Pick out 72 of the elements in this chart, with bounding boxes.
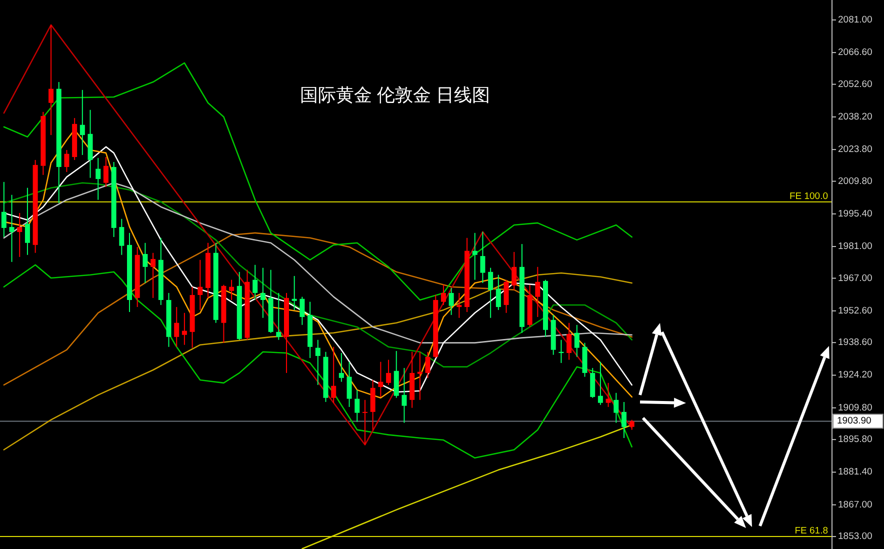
line-series — [3, 232, 632, 386]
candlestick — [448, 287, 454, 316]
candlestick — [300, 296, 305, 326]
candlestick — [566, 322, 572, 360]
y-tick-label: 1909.80 — [838, 402, 872, 414]
candlestick — [17, 212, 22, 258]
candlestick — [331, 346, 336, 404]
candlestick — [64, 149, 70, 172]
y-tick-label: 1981.00 — [838, 241, 872, 252]
ref-line-label: FE 61.8 — [794, 526, 828, 537]
candlestick — [174, 306, 180, 348]
y-tick-label: 1895.80 — [838, 434, 872, 446]
candlestick — [378, 361, 384, 398]
candlestick — [260, 267, 266, 318]
y-tick-label: 2066.60 — [838, 47, 872, 58]
y-tick-label: 1938.60 — [838, 337, 872, 348]
candlestick — [292, 275, 297, 310]
y-tick-label: 1995.40 — [838, 208, 872, 220]
y-tick-label: 1867.00 — [838, 499, 872, 510]
candlestick — [182, 312, 187, 346]
ref-line-label: 1903.90 — [837, 416, 872, 427]
candlestick — [504, 279, 509, 314]
candlestick — [417, 351, 422, 400]
candlestick — [103, 156, 108, 188]
candlestick — [252, 264, 258, 300]
y-tick-label: 2009.80 — [838, 176, 872, 187]
candlestick — [480, 231, 486, 284]
candlestick — [386, 359, 392, 386]
candlestick — [198, 259, 203, 310]
y-tick-label: 2081.00 — [838, 14, 872, 26]
y-tick-label: 1952.60 — [838, 305, 872, 316]
candlestick — [48, 24, 54, 136]
text: 国际黄金 伦敦金 日线图 — [300, 85, 490, 105]
candlestick — [574, 324, 580, 358]
candlestick — [354, 389, 360, 422]
y-tick-label: 2038.20 — [838, 111, 872, 122]
line-series — [3, 62, 632, 301]
candlestick — [338, 352, 344, 382]
candlestick — [150, 252, 156, 298]
candlestick — [606, 382, 611, 408]
y-tick-label: 1924.20 — [838, 370, 872, 381]
candlestick — [229, 279, 234, 300]
candlestick — [142, 242, 148, 284]
candlestick — [598, 361, 603, 406]
y-tick-label: 2023.80 — [838, 144, 872, 156]
candlestick — [622, 401, 626, 438]
y-tick-label: 1881.40 — [838, 466, 872, 478]
candlestick — [315, 339, 320, 386]
candlestick — [614, 392, 619, 424]
candlestick — [24, 187, 30, 256]
y-tick-label: 2052.60 — [838, 78, 872, 90]
ref-line-label: FE 100.0 — [789, 190, 828, 202]
candlestick — [488, 267, 494, 318]
candlestick — [629, 419, 634, 430]
candlestick — [440, 284, 446, 306]
candlestick — [472, 232, 478, 280]
candlestick — [276, 292, 282, 340]
candlestick — [535, 266, 540, 318]
y-tick-label: 1967.00 — [838, 272, 872, 284]
candlestick — [119, 218, 124, 256]
candlestick — [1, 181, 6, 238]
candlestick — [496, 274, 501, 310]
candlestick — [425, 351, 430, 378]
y-tick-label: 1853.00 — [838, 531, 872, 542]
candlestick — [402, 367, 407, 424]
candlestick — [9, 194, 14, 262]
candlestick — [80, 89, 85, 156]
candlestick — [346, 361, 352, 408]
candlestick — [456, 292, 462, 318]
candlestick — [362, 399, 368, 446]
candlestick — [96, 157, 101, 200]
candlestick — [512, 251, 517, 291]
